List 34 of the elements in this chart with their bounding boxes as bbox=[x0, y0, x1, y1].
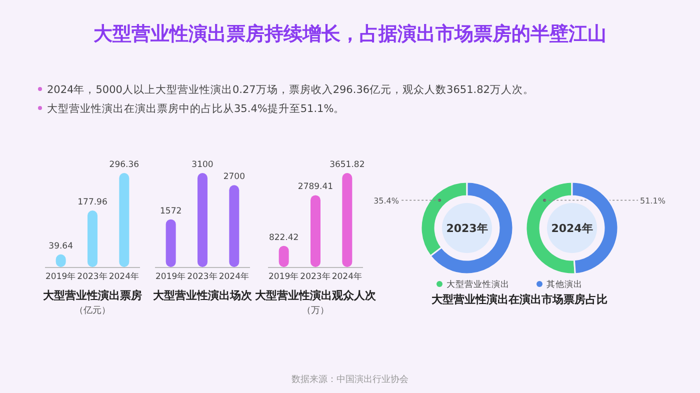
text: 大型营业性演出票房 bbox=[43, 289, 142, 302]
x-tick-label: 2024年 bbox=[332, 271, 362, 282]
data-label: 2700 bbox=[223, 172, 245, 182]
legend-label: 大型营业性演出 bbox=[446, 279, 510, 290]
text: （亿元） bbox=[74, 305, 110, 316]
data-label: 3651.82 bbox=[330, 160, 365, 170]
text: 2023年 bbox=[446, 222, 488, 235]
text: 大型营业性演出场次 bbox=[153, 289, 253, 302]
x-tick-label: 2023年 bbox=[77, 271, 108, 282]
data-label: 822.42 bbox=[268, 232, 299, 243]
data-label: 35.4% bbox=[374, 196, 400, 206]
data-label: 39.64 bbox=[48, 241, 74, 252]
x-tick-label: 2019年 bbox=[156, 271, 186, 282]
text: 2024年，5000人以上大型营业性演出0.27万场，票房收入296.36亿元，观众人数3651.82万人次。 bbox=[47, 83, 534, 96]
text: 大型营业性演出在演出票房中的占比从35.4%提升至51.1%。 bbox=[47, 102, 345, 115]
source-note: 数据来源：中国演出行业协会 bbox=[292, 374, 408, 385]
text: 大型营业性演出观众人次 bbox=[255, 289, 377, 302]
x-tick-label: 2019年 bbox=[46, 271, 76, 282]
x-tick-label: 2024年 bbox=[108, 271, 140, 282]
text: 大型营业性演出票房持续增长，占据演出市场票房的半壁江山 bbox=[94, 23, 606, 45]
text: 大型营业性演出在演出市场票房占比 bbox=[432, 293, 608, 306]
x-tick-label: 2024年 bbox=[218, 271, 250, 282]
x-tick-label: 2023年 bbox=[300, 271, 331, 282]
data-label: 177.96 bbox=[78, 198, 108, 208]
data-label: 296.36 bbox=[109, 160, 140, 170]
legend-label: 其他演出 bbox=[546, 279, 582, 290]
data-label: 2789.41 bbox=[298, 182, 334, 192]
text: 2024年 bbox=[551, 222, 593, 235]
data-label: 1572 bbox=[160, 206, 182, 216]
data-label: 3100 bbox=[192, 160, 214, 170]
data-label: 51.1% bbox=[640, 196, 666, 206]
x-tick-label: 2019年 bbox=[268, 271, 300, 282]
text: （万） bbox=[302, 306, 329, 316]
x-tick-label: 2023年 bbox=[187, 271, 218, 282]
